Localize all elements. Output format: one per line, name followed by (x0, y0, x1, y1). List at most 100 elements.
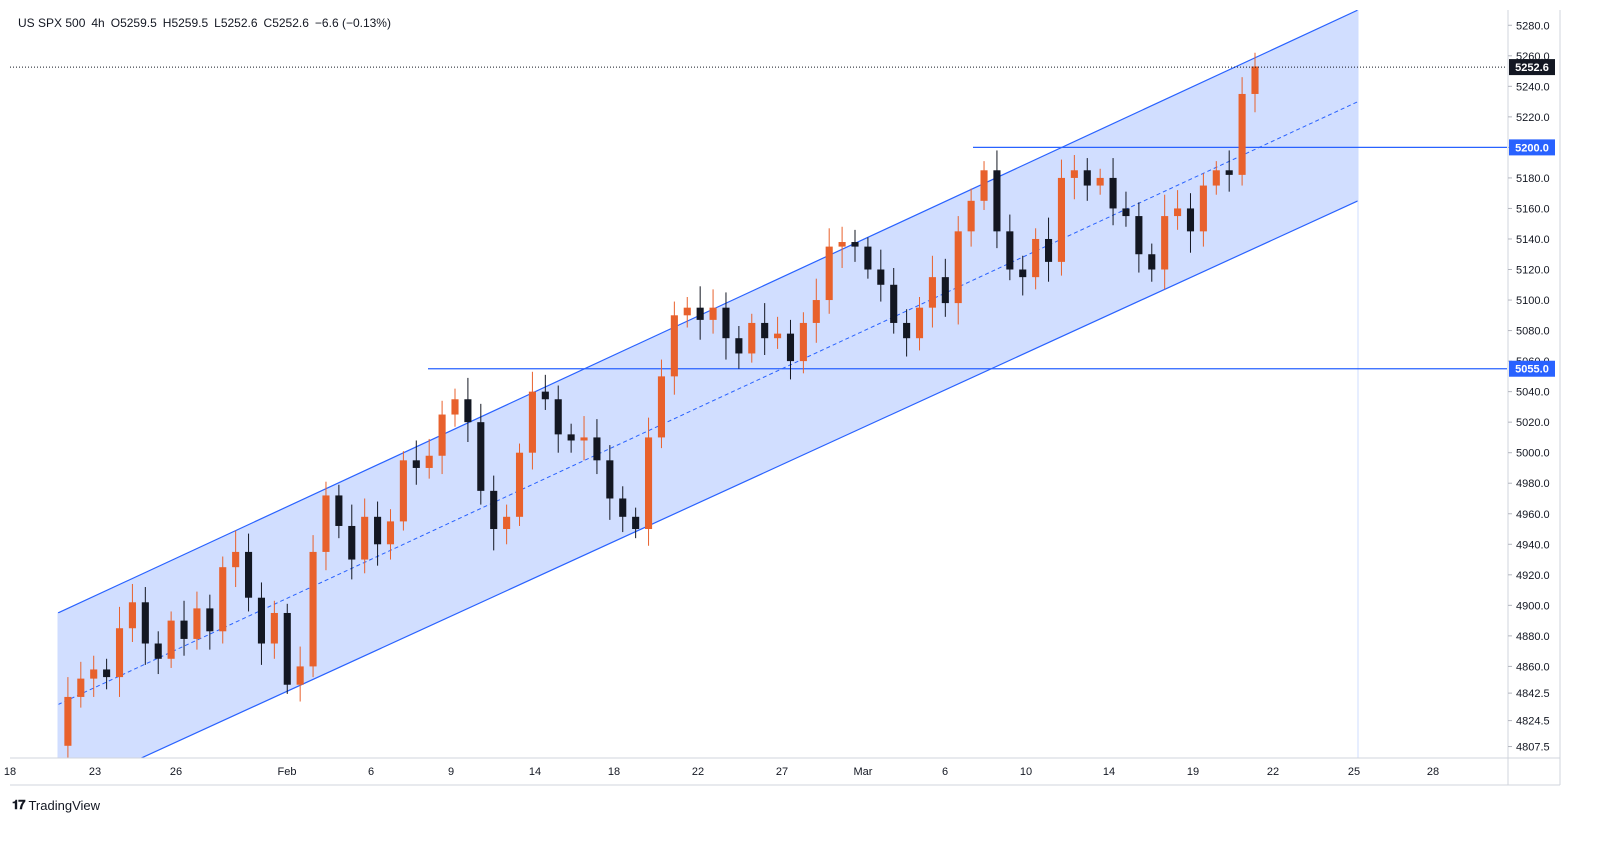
candle-body[interactable] (567, 434, 575, 441)
candle-body[interactable] (580, 437, 588, 441)
candle-body[interactable] (709, 307, 717, 320)
candle-body[interactable] (722, 307, 730, 339)
candle-body[interactable] (528, 391, 536, 453)
candle-body[interactable] (890, 284, 898, 323)
candle-body[interactable] (761, 322, 769, 339)
candle-body[interactable] (128, 602, 136, 629)
candle-body[interactable] (1148, 254, 1156, 270)
candle-body[interactable] (386, 521, 395, 545)
candle-body[interactable] (619, 498, 627, 517)
candle-body[interactable] (541, 391, 549, 400)
candle-body[interactable] (180, 620, 188, 639)
candle-body[interactable] (425, 455, 433, 468)
candle-body[interactable] (683, 307, 691, 316)
candle-body[interactable] (1161, 216, 1169, 270)
candle-body[interactable] (877, 269, 885, 285)
candle-body[interactable] (64, 696, 72, 746)
tradingview-branding[interactable]: 𝟏𝟕 TradingView (12, 797, 100, 813)
current-price-badge[interactable] (1509, 59, 1555, 76)
candle-body[interactable] (915, 307, 924, 339)
candle-body[interactable] (554, 399, 562, 435)
candle-body[interactable] (361, 516, 369, 560)
candle-body[interactable] (283, 612, 291, 685)
candle-body[interactable] (1083, 170, 1091, 186)
candle-body[interactable] (632, 516, 640, 530)
candle-body[interactable] (1251, 66, 1259, 94)
candle-body[interactable] (412, 460, 420, 468)
candle-body[interactable] (774, 333, 782, 339)
candle-body[interactable] (515, 452, 524, 517)
candle-body[interactable] (1122, 208, 1130, 217)
candle-body[interactable] (90, 669, 98, 679)
candle-body[interactable] (115, 628, 124, 678)
candle-body[interactable] (296, 666, 304, 685)
interval-label[interactable]: 4h (91, 16, 105, 30)
channel-upper-line[interactable] (57, 10, 1359, 614)
candle-body[interactable] (141, 602, 149, 644)
candle-body[interactable] (954, 231, 962, 304)
candle-body[interactable] (928, 277, 936, 308)
candle-body[interactable] (1032, 238, 1040, 278)
candle-body[interactable] (670, 315, 678, 377)
candle-body[interactable] (167, 620, 175, 659)
candle-body[interactable] (206, 608, 214, 632)
candle-body[interactable] (1096, 177, 1104, 186)
candle-body[interactable] (786, 333, 795, 362)
candle-body[interactable] (374, 516, 382, 545)
candle-body[interactable] (270, 612, 278, 644)
level-price-badge[interactable] (1509, 139, 1555, 156)
candle-body[interactable] (464, 399, 472, 423)
candle-body[interactable] (1006, 231, 1014, 270)
candle-body[interactable] (103, 669, 111, 678)
candle-body[interactable] (335, 495, 343, 526)
candle-body[interactable] (851, 242, 859, 247)
candle-body[interactable] (1019, 269, 1027, 278)
candle-body[interactable] (812, 300, 820, 323)
candle-body[interactable] (1199, 185, 1207, 232)
level-price-badge[interactable] (1509, 360, 1555, 377)
symbol-name[interactable]: US SPX 500 (18, 16, 86, 30)
candle-body[interactable] (477, 422, 485, 491)
candle-body[interactable] (1070, 170, 1078, 178)
candle-body[interactable] (154, 643, 162, 659)
candle-body[interactable] (348, 525, 356, 560)
candle-body[interactable] (1045, 238, 1053, 262)
candle-body[interactable] (696, 307, 704, 320)
candle-body[interactable] (1212, 170, 1220, 186)
candle-body[interactable] (490, 490, 498, 530)
candle-body[interactable] (1238, 93, 1246, 175)
candle-body[interactable] (219, 567, 227, 632)
candle-body[interactable] (1057, 177, 1065, 262)
candle-body[interactable] (232, 551, 240, 568)
candle-body[interactable] (825, 246, 833, 301)
candle-body[interactable] (1174, 208, 1182, 217)
candle-body[interactable] (799, 322, 807, 362)
candle-body[interactable] (864, 246, 872, 270)
candle-body[interactable] (967, 200, 975, 232)
candle-body[interactable] (193, 608, 201, 639)
candle-body[interactable] (1109, 177, 1117, 209)
candle-body[interactable] (735, 338, 743, 354)
candle-body[interactable] (322, 495, 330, 552)
channel-lower-line[interactable] (58, 200, 1359, 796)
candle-body[interactable] (503, 516, 511, 530)
candle-body[interactable] (980, 170, 988, 201)
candle-body[interactable] (257, 597, 265, 644)
candle-body[interactable] (309, 551, 317, 667)
candle-body[interactable] (993, 170, 1001, 232)
candle-body[interactable] (438, 414, 446, 456)
candle-body[interactable] (77, 678, 85, 697)
candle-body[interactable] (748, 322, 756, 354)
candle-body[interactable] (245, 551, 253, 598)
candle-body[interactable] (645, 437, 653, 530)
candle-body[interactable] (941, 277, 949, 304)
candle-body[interactable] (606, 460, 614, 499)
candle-body[interactable] (399, 460, 407, 522)
candle-body[interactable] (593, 437, 601, 461)
candle-body[interactable] (451, 399, 459, 415)
candle-body[interactable] (838, 242, 846, 247)
candle-body[interactable] (1225, 170, 1233, 175)
candle-body[interactable] (903, 322, 911, 339)
candle-body[interactable] (657, 376, 665, 438)
